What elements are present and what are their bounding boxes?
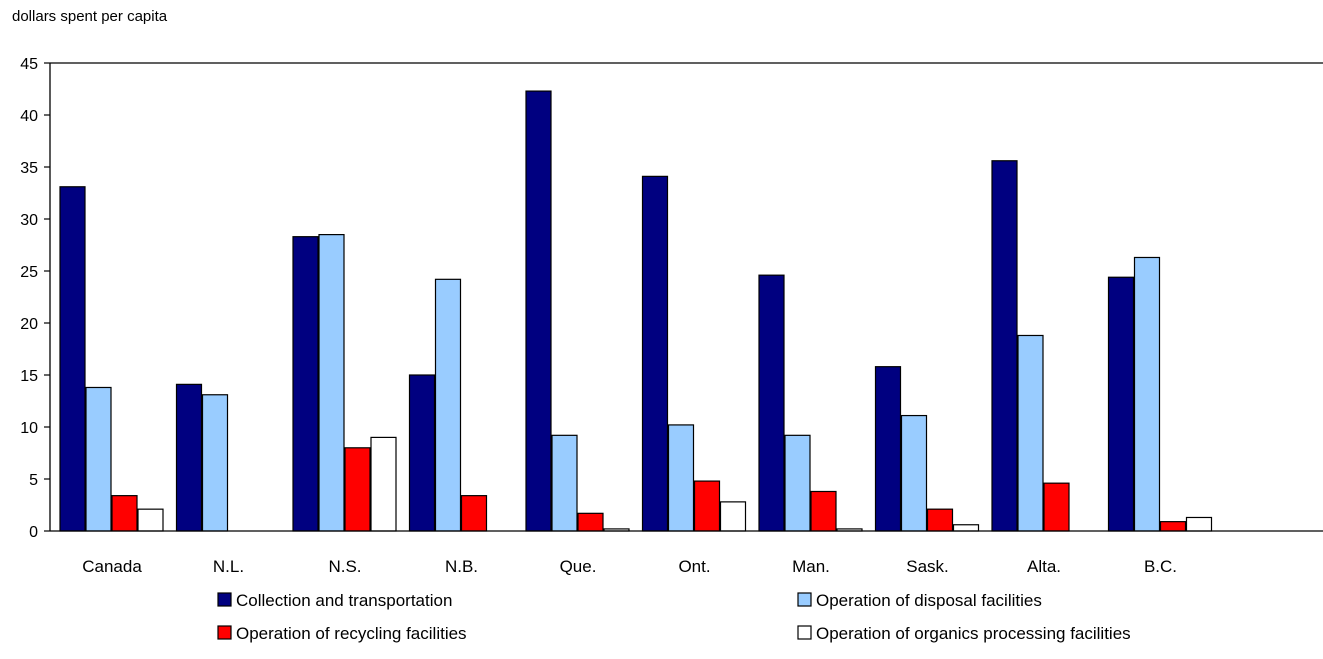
y-tick-label: 15 [20,368,38,385]
bar [1185,516,1213,532]
bar [111,495,138,532]
y-tick-label: 25 [20,264,38,281]
x-tick-label: Ont. [678,557,710,576]
bar [525,90,552,532]
legend-label: Operation of recycling facilities [236,624,467,643]
y-tick-label: 35 [20,160,38,177]
bar [810,490,837,532]
bar [926,508,954,532]
y-tick-label: 5 [29,472,38,489]
bar [551,434,578,532]
bar [719,501,747,532]
x-tick-label: Sask. [906,557,949,576]
bar [758,274,785,532]
x-tick-label: B.C. [1144,557,1177,576]
bar [434,278,462,532]
legend-swatch [797,625,812,640]
bar [952,524,980,532]
bar [641,175,669,532]
bar [1133,256,1161,532]
y-tick-label: 0 [29,524,38,541]
y-tick-label: 45 [20,56,38,73]
bar [370,436,397,532]
bar [1159,521,1187,532]
bar [408,374,436,532]
bar [784,434,811,532]
x-tick-label: Man. [792,557,830,576]
bar [874,366,902,532]
bar [460,495,488,532]
bar [991,160,1018,532]
bar [667,424,695,532]
bar [137,508,164,532]
bar [59,186,86,532]
legend: Collection and transportation Operation o… [217,591,1131,643]
x-tick-label: Canada [82,557,142,576]
x-tick-label: Alta. [1027,557,1061,576]
y-tick-label: 20 [20,316,38,333]
legend-label: Operation of disposal facilities [816,591,1042,610]
x-tick-label: Que. [560,557,597,576]
bar [344,447,371,532]
legend-label: Operation of organics processing facilit… [816,624,1131,643]
plot-area: 0 5 10 15 20 25 30 35 40 45 Canada N.L. N.S. N.B. Que.… [20,56,1323,576]
bar [85,386,112,532]
legend-label: Collection and transportation [236,591,452,610]
bar [693,480,721,532]
bar [1043,482,1070,532]
x-tick-label: N.S. [328,557,361,576]
legend-swatch [217,592,232,607]
bar [900,414,928,532]
y-tick-label: 40 [20,108,38,125]
bar [1107,276,1135,532]
y-tick-label: 10 [20,420,38,437]
y-tick-label: 30 [20,212,38,229]
bar [292,236,319,532]
legend-swatch [797,592,812,607]
x-tick-label: N.B. [445,557,478,576]
legend-swatch [217,625,232,640]
y-axis-unit-label: dollars spent per capita [12,8,168,25]
x-tick-label: N.L. [213,557,244,576]
bar [175,383,203,532]
bar [318,234,345,532]
bar [201,394,229,532]
bar [577,512,604,532]
bar [1017,334,1044,532]
